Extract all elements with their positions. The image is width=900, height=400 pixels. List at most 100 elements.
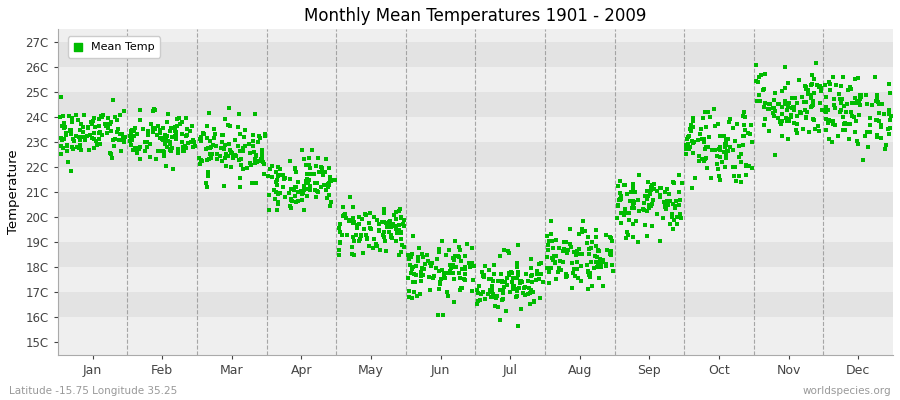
Point	[581, 250, 596, 257]
Point	[362, 242, 376, 249]
Point	[360, 236, 374, 243]
Point	[71, 144, 86, 151]
Point	[327, 176, 341, 183]
Point	[76, 129, 90, 135]
Point	[166, 166, 180, 172]
Point	[745, 139, 760, 146]
Point	[179, 144, 194, 151]
Point	[213, 152, 228, 159]
Point	[679, 142, 693, 148]
Point	[795, 94, 809, 100]
Point	[226, 152, 240, 158]
Point	[176, 148, 190, 154]
Point	[666, 226, 680, 233]
Point	[557, 246, 572, 252]
Point	[670, 214, 684, 220]
Point	[493, 287, 508, 294]
Point	[454, 258, 468, 264]
Point	[487, 262, 501, 268]
Point	[448, 264, 463, 270]
Point	[641, 193, 655, 199]
Point	[669, 198, 683, 204]
Point	[122, 138, 137, 144]
Point	[552, 265, 566, 271]
Point	[229, 152, 243, 159]
Point	[393, 214, 408, 220]
Point	[124, 142, 139, 148]
Point	[460, 240, 474, 247]
Point	[392, 208, 407, 215]
Point	[200, 157, 214, 164]
Point	[53, 135, 68, 141]
Point	[323, 176, 338, 182]
Point	[735, 113, 750, 120]
Point	[631, 196, 645, 203]
Point	[185, 136, 200, 143]
Point	[581, 246, 596, 252]
Point	[782, 100, 796, 106]
Point	[559, 238, 573, 245]
Point	[184, 123, 199, 130]
Point	[350, 222, 365, 228]
Point	[524, 255, 538, 262]
Point	[860, 101, 875, 108]
Point	[310, 189, 325, 195]
Point	[612, 196, 626, 202]
Point	[310, 155, 325, 161]
Point	[323, 175, 338, 181]
Point	[432, 268, 446, 274]
Point	[289, 184, 303, 190]
Point	[54, 142, 68, 149]
Point	[478, 262, 492, 269]
Point	[850, 98, 864, 104]
Point	[454, 247, 468, 253]
Point	[545, 257, 560, 263]
Point	[799, 114, 814, 120]
Point	[387, 222, 401, 229]
Point	[324, 178, 338, 184]
Point	[157, 125, 171, 131]
Point	[56, 112, 70, 119]
Point	[661, 201, 675, 208]
Point	[508, 294, 523, 300]
Point	[164, 148, 178, 154]
Point	[474, 269, 489, 275]
Point	[591, 247, 606, 254]
Point	[88, 124, 103, 130]
Point	[237, 134, 251, 140]
Point	[545, 245, 560, 252]
Point	[140, 138, 155, 145]
Point	[504, 269, 518, 275]
Point	[631, 238, 645, 245]
Point	[714, 146, 728, 152]
Point	[681, 146, 696, 152]
Point	[570, 258, 584, 265]
Point	[530, 271, 544, 278]
Point	[645, 182, 660, 188]
Point	[284, 176, 298, 182]
Point	[870, 99, 885, 105]
Point	[644, 187, 658, 194]
Bar	[58, 192, 893, 217]
Text: Latitude -15.75 Longitude 35.25: Latitude -15.75 Longitude 35.25	[9, 386, 177, 396]
Point	[451, 253, 465, 259]
Point	[570, 252, 584, 258]
Point	[432, 286, 446, 292]
Point	[482, 275, 496, 282]
Point	[515, 279, 529, 285]
Point	[466, 276, 481, 283]
Point	[548, 276, 562, 282]
Point	[74, 121, 88, 128]
Point	[502, 272, 517, 278]
Point	[686, 150, 700, 156]
Point	[650, 211, 664, 217]
Point	[101, 124, 115, 131]
Point	[493, 317, 508, 324]
Point	[348, 232, 363, 238]
Point	[92, 130, 106, 136]
Point	[827, 102, 842, 108]
Point	[444, 264, 458, 271]
Point	[93, 140, 107, 147]
Point	[276, 176, 291, 182]
Point	[707, 106, 722, 112]
